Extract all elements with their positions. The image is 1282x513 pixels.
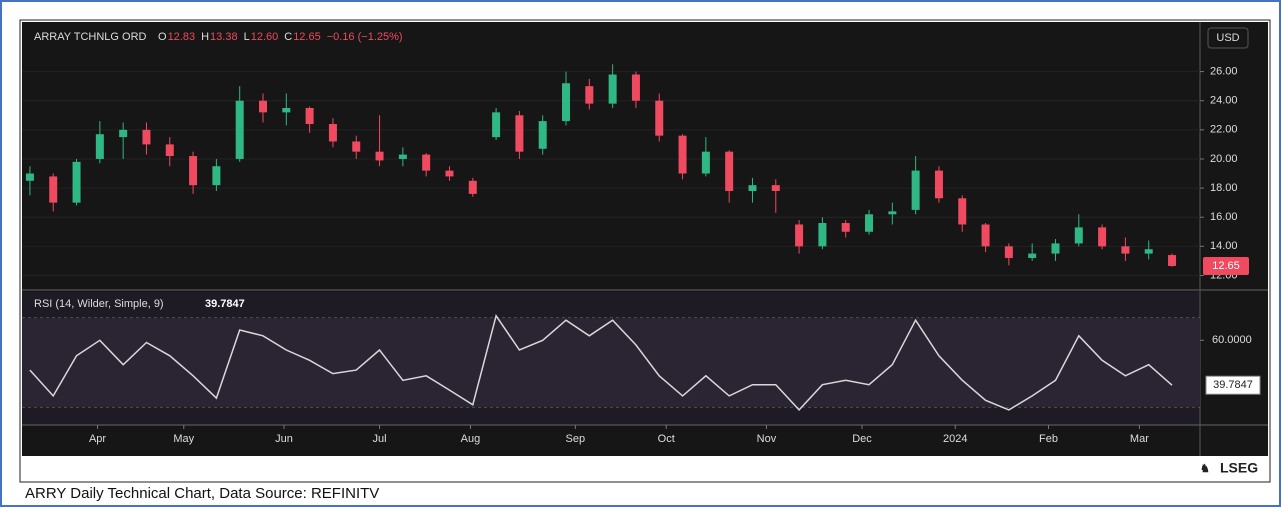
candle-body bbox=[189, 156, 198, 186]
x-tick-label: Oct bbox=[658, 433, 675, 445]
candle-body bbox=[165, 144, 174, 157]
candle-body bbox=[1051, 243, 1060, 254]
band-fill bbox=[22, 318, 1200, 407]
candle-body bbox=[72, 161, 81, 203]
x-tick-label: Mar bbox=[1130, 433, 1149, 445]
logo-icon: ♞ bbox=[1200, 463, 1210, 475]
chart-title: ARRAY TCHNLG ORD bbox=[34, 31, 147, 43]
candle-body bbox=[305, 107, 314, 125]
last-price-tag bbox=[1203, 256, 1249, 275]
candle-body bbox=[398, 154, 407, 159]
candle-body bbox=[235, 100, 244, 159]
quote: O 12.83 H 13.38 L 12.60 C 12.65 −0.16 (−1.25%) bbox=[158, 31, 403, 43]
quote-change: −0.16 (−1.25%) bbox=[327, 31, 403, 43]
candle-body bbox=[865, 214, 874, 232]
quote-value: 12.65 bbox=[293, 31, 321, 43]
candle-body bbox=[958, 198, 967, 225]
x-tick-label: Jun bbox=[275, 433, 293, 445]
candle-body bbox=[119, 129, 128, 138]
candle-body bbox=[282, 107, 291, 113]
x-tick-label: Sep bbox=[566, 433, 586, 445]
last-rsi-label: 39.7847 bbox=[1213, 379, 1253, 391]
candle-body bbox=[1004, 246, 1013, 258]
candle-body bbox=[468, 180, 477, 194]
x-tick-label: Dec bbox=[852, 433, 872, 445]
y-tick-label: 14.00 bbox=[1210, 240, 1238, 252]
candle-body bbox=[585, 86, 594, 104]
candle-body bbox=[655, 100, 664, 136]
quote-key: L bbox=[244, 31, 250, 43]
candle-body bbox=[1028, 253, 1037, 258]
candle-body bbox=[771, 185, 780, 191]
x-tick-label: Jul bbox=[373, 433, 387, 445]
x-tick-label: Nov bbox=[757, 433, 777, 445]
y-tick-label: 18.00 bbox=[1210, 182, 1238, 194]
candle-body bbox=[515, 115, 524, 152]
candle-body bbox=[911, 170, 920, 210]
candle-body bbox=[701, 151, 710, 174]
y-tick-label: 20.00 bbox=[1210, 153, 1238, 165]
last-rsi-tag bbox=[1205, 375, 1261, 395]
x-tick-label: Feb bbox=[1039, 433, 1058, 445]
candle-body bbox=[888, 211, 897, 215]
candle-body bbox=[538, 121, 547, 149]
quote-key: C bbox=[284, 31, 292, 43]
rsi-title: RSI (14, Wilder, Simple, 9) bbox=[34, 298, 164, 310]
y-tick-label: 60.0000 bbox=[1212, 334, 1252, 346]
y-tick-label: 22.00 bbox=[1210, 124, 1238, 136]
quote-value: 12.60 bbox=[251, 31, 279, 43]
candle-body bbox=[981, 224, 990, 247]
rsi-value: 39.7847 bbox=[205, 298, 245, 310]
candle-body bbox=[142, 129, 151, 145]
candle-body bbox=[1074, 227, 1083, 244]
candle-body bbox=[328, 124, 337, 142]
candle-body bbox=[748, 185, 757, 191]
candle-body bbox=[725, 151, 734, 191]
quote-value: 13.38 bbox=[210, 31, 238, 43]
candle-body bbox=[608, 74, 617, 104]
quote-key: H bbox=[201, 31, 209, 43]
quote-key: O bbox=[158, 31, 167, 43]
candle-body bbox=[631, 74, 640, 101]
candle-body bbox=[795, 224, 804, 247]
x-tick-label: May bbox=[173, 433, 194, 445]
candle-body bbox=[212, 166, 221, 186]
candle-body bbox=[422, 154, 431, 171]
candle-body bbox=[259, 100, 268, 113]
candle-body bbox=[492, 112, 501, 138]
candle-body bbox=[562, 83, 571, 122]
candle-body bbox=[818, 223, 827, 247]
candle-body bbox=[934, 170, 943, 199]
candle-body bbox=[1144, 249, 1153, 254]
quote-value: 12.83 bbox=[168, 31, 196, 43]
logo: LSEG bbox=[1220, 460, 1258, 476]
y-tick-label: 26.00 bbox=[1210, 65, 1238, 77]
candle-body bbox=[1121, 246, 1130, 254]
candle-body bbox=[49, 176, 58, 203]
candle-body bbox=[678, 135, 687, 174]
candle-body bbox=[1098, 227, 1107, 247]
candle-body bbox=[25, 173, 34, 181]
x-tick-label: 2024 bbox=[943, 433, 967, 445]
candle-body bbox=[95, 134, 104, 159]
candle-body bbox=[841, 223, 850, 232]
x-tick-label: Aug bbox=[461, 433, 481, 445]
candle-body bbox=[352, 141, 361, 152]
candle-body bbox=[445, 170, 454, 177]
candle-body bbox=[375, 151, 384, 161]
caption: ARRY Daily Technical Chart, Data Source:… bbox=[25, 485, 379, 502]
last-price-label: 12.65 bbox=[1212, 260, 1240, 272]
candle-body bbox=[1168, 255, 1177, 266]
currency[interactable]: USD bbox=[1216, 32, 1239, 44]
rsi-line bbox=[29, 314, 1173, 412]
y-tick-label: 24.00 bbox=[1210, 95, 1238, 107]
currency-button[interactable] bbox=[1207, 27, 1249, 49]
x-tick-label: Apr bbox=[89, 433, 106, 445]
y-tick-label: 16.00 bbox=[1210, 211, 1238, 223]
